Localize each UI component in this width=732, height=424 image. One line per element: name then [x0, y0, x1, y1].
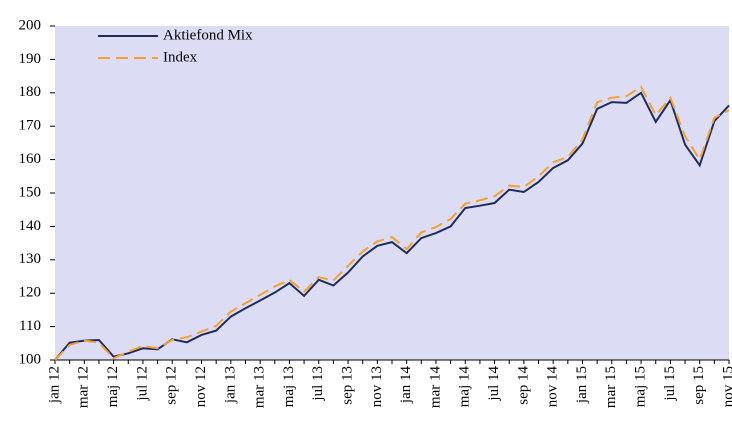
y-tick-label: 120 — [19, 285, 42, 301]
x-tick-label: jan 14 — [398, 366, 414, 405]
x-tick-label: sep 13 — [339, 366, 355, 405]
x-tick-label: jul 15 — [662, 366, 678, 402]
y-tick-label: 200 — [19, 17, 42, 33]
x-tick-label: mar 13 — [252, 366, 268, 408]
x-tick-label: jul 14 — [486, 366, 502, 402]
x-tick-label: maj 13 — [281, 366, 297, 407]
series-line — [54, 85, 730, 361]
y-tick-label: 140 — [19, 218, 42, 234]
plot-area — [55, 26, 729, 360]
y-tick-label: 130 — [19, 251, 42, 267]
x-tick-label: mar 12 — [76, 366, 92, 408]
x-tick-label: nov 14 — [545, 366, 561, 408]
legend-label: Index — [163, 49, 198, 65]
x-tick-label: nov 15 — [720, 366, 732, 407]
y-tick-label: 170 — [19, 118, 42, 134]
y-tick-label: 110 — [19, 318, 41, 334]
x-tick-label: mar 14 — [427, 366, 443, 409]
y-tick-label: 100 — [19, 351, 42, 367]
x-tick-label: maj 14 — [457, 366, 473, 408]
x-tick-label: jul 13 — [310, 366, 326, 402]
x-tick-label: maj 15 — [633, 366, 649, 407]
y-tick-label: 190 — [19, 51, 42, 67]
y-tick-label: 180 — [19, 84, 42, 100]
x-tick-label: sep 14 — [515, 366, 531, 405]
y-tick-label: 150 — [19, 184, 42, 200]
x-tick-label: jan 12 — [46, 366, 62, 404]
x-tick-label: jul 12 — [134, 366, 150, 402]
x-tick-label: jan 13 — [222, 366, 238, 404]
x-tick-label: mar 15 — [603, 366, 619, 408]
x-tick-label: sep 12 — [164, 366, 180, 405]
y-tick-label: 160 — [19, 151, 42, 167]
x-tick-label: nov 12 — [193, 366, 209, 407]
x-tick-label: maj 12 — [105, 366, 121, 407]
x-tick-label: jan 15 — [574, 366, 590, 404]
legend-label: Aktiefond Mix — [163, 27, 253, 43]
x-tick-label: sep 15 — [691, 366, 707, 405]
x-tick-label: nov 13 — [369, 366, 385, 407]
